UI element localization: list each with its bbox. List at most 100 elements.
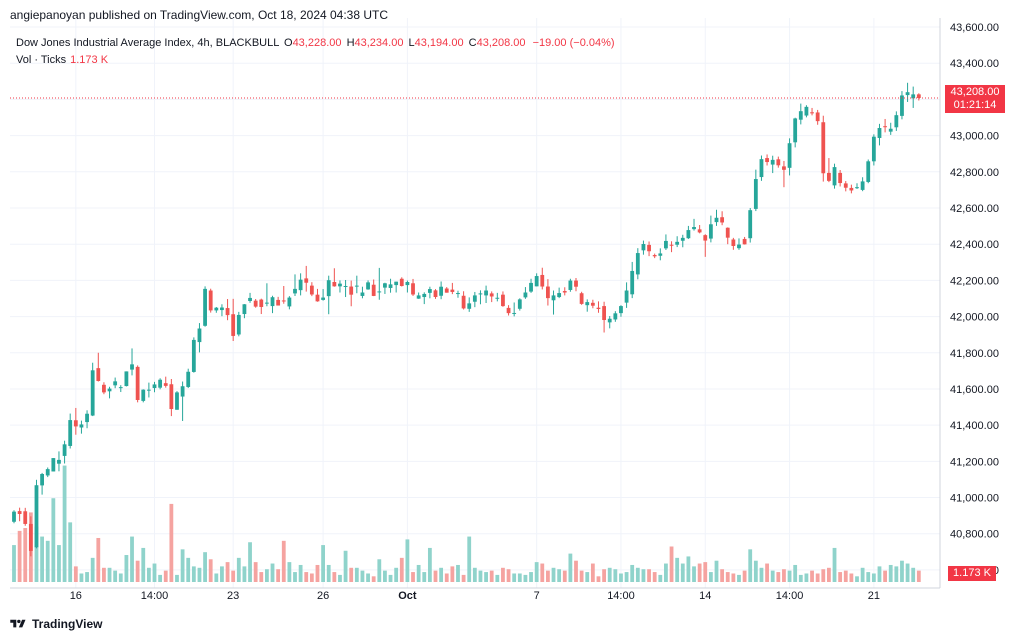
candle-body — [152, 384, 157, 389]
volume-bar — [416, 564, 421, 582]
candle-body — [439, 286, 444, 296]
candle-body — [602, 306, 606, 321]
legend-high-label: H — [346, 37, 355, 49]
volume-bar — [770, 570, 775, 582]
volume-bar — [877, 566, 882, 582]
volume-bar — [461, 574, 466, 582]
volume-bar — [675, 557, 680, 582]
candle-body — [804, 106, 809, 116]
volume-bar — [231, 570, 236, 582]
volume-bar — [90, 557, 95, 582]
volume-bar — [321, 545, 325, 582]
volume-bar — [546, 570, 550, 582]
volume-bar — [371, 576, 376, 582]
candle-body — [90, 370, 95, 416]
candle-body — [770, 159, 775, 165]
legend-open-label: O — [284, 37, 293, 49]
candle-body — [298, 279, 303, 291]
tradingview-logo-icon — [10, 619, 26, 628]
volume-bar — [613, 569, 618, 582]
candle-body — [883, 126, 887, 128]
volume-bar — [40, 536, 44, 582]
candle-body — [96, 368, 101, 381]
volume-bar — [624, 572, 629, 582]
volume-bar — [214, 573, 219, 582]
candle-body — [28, 523, 33, 551]
y-tick-label: 40,800.00 — [950, 529, 999, 541]
volume-bar — [163, 570, 168, 582]
volume-bar — [849, 573, 854, 582]
candle-body — [130, 364, 134, 370]
volume-bar — [45, 540, 50, 582]
candle-body — [388, 284, 393, 288]
volume-bar — [236, 557, 241, 582]
volume-bar — [641, 569, 646, 582]
candle-body — [259, 299, 264, 307]
candle-body — [888, 128, 893, 132]
candle-body — [371, 284, 376, 296]
candle-body — [281, 300, 286, 302]
candle-body — [652, 255, 657, 257]
candle-body — [79, 424, 84, 428]
volume-bar — [349, 567, 354, 582]
candle-body — [17, 511, 22, 514]
volume-bar — [388, 574, 393, 582]
candle-body — [866, 161, 871, 182]
volume-bar — [444, 573, 449, 582]
volume-bar — [517, 573, 522, 582]
volume-bar — [427, 547, 432, 582]
candle-body — [293, 288, 297, 294]
volume-bar — [51, 498, 56, 582]
candle-body — [248, 297, 252, 302]
volume-bar — [793, 564, 798, 582]
candle-body — [163, 383, 168, 386]
candle-body — [568, 280, 573, 290]
chart-axes: 40,600.0040,800.0041,000.0041,200.0041,4… — [10, 18, 999, 602]
y-tick-label: 41,800.00 — [950, 348, 999, 360]
y-tick-label: 43,600.00 — [950, 22, 999, 34]
y-tick-label: 42,400.00 — [950, 239, 999, 251]
candle-body — [647, 244, 651, 252]
volume-bar — [720, 569, 725, 582]
legend-high: 43,234.00 — [354, 37, 404, 49]
candle-body — [725, 227, 730, 238]
volume-bar — [242, 566, 247, 582]
candle-body — [551, 295, 556, 301]
candle-body — [472, 295, 477, 302]
candle-body — [360, 292, 365, 296]
volume-bar — [619, 573, 623, 582]
legend-symbol[interactable]: Dow Jones Industrial Average Index, 4h, … — [16, 37, 279, 49]
volume-bar — [343, 550, 348, 582]
volume-bar — [607, 567, 612, 582]
candle-body — [562, 291, 567, 293]
candle-body — [658, 253, 663, 256]
volume-bar — [658, 574, 663, 582]
volume-bar — [439, 567, 444, 582]
candle-body — [669, 244, 674, 246]
x-tick-label: 21 — [868, 590, 880, 602]
volume-bar — [686, 556, 691, 582]
candle-body — [810, 112, 814, 114]
candle-body — [107, 388, 112, 392]
volume-bar — [765, 563, 769, 582]
volume-bar — [405, 539, 410, 582]
candle-body — [607, 318, 612, 323]
candle-body — [321, 297, 325, 300]
candle-body — [12, 511, 16, 522]
candle-body — [85, 413, 89, 423]
volume-bar — [759, 567, 764, 582]
volume-bar — [557, 569, 562, 582]
volume-bar — [900, 560, 904, 582]
footer-brand[interactable]: TradingView — [10, 617, 102, 631]
footer-brand-name: TradingView — [32, 617, 103, 631]
volume-bar — [467, 536, 472, 582]
candle-body — [517, 299, 522, 309]
legend-volume-label[interactable]: Vol · Ticks — [16, 54, 67, 66]
volume-bar — [512, 573, 517, 582]
volume-bar — [832, 547, 837, 582]
volume-bar — [669, 546, 674, 582]
candle-body — [675, 241, 680, 245]
legend-change: −19.00 (−0.04%) — [532, 37, 615, 49]
volume-bar — [495, 574, 500, 582]
